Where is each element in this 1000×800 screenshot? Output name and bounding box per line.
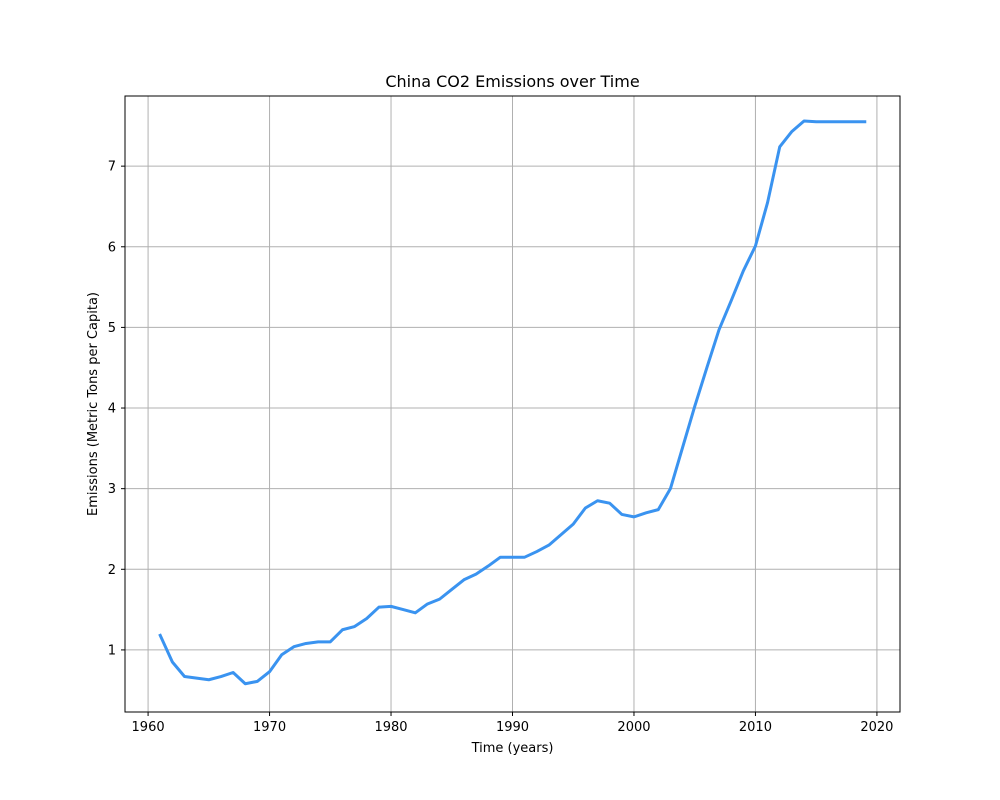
series-line [158, 119, 867, 686]
y-tick-label: 4 [108, 402, 116, 417]
x-axis-label: Time (years) [471, 741, 554, 756]
y-tick-label: 5 [108, 321, 116, 336]
y-tick-label: 3 [108, 482, 116, 497]
axis-ticks: 1960 1970 1980 1990 2000 2010 2020 1 2 3 4 5 6 7 [108, 160, 894, 735]
y-tick-label: 6 [108, 240, 116, 255]
y-axis-label: Emissions (Metric Tons per Capita) [86, 292, 101, 516]
y-tick-label: 7 [108, 160, 116, 175]
x-tick-label: 2000 [617, 720, 650, 735]
y-tick-label: 1 [108, 643, 116, 658]
x-tick-label: 1970 [253, 720, 286, 735]
chart-title: China CO2 Emissions over Time [385, 72, 639, 91]
series-layer [158, 119, 867, 686]
y-tick-label: 2 [108, 563, 116, 578]
x-tick-label: 1980 [374, 720, 407, 735]
x-tick-label: 1990 [496, 720, 529, 735]
x-tick-label: 1960 [132, 720, 165, 735]
x-tick-label: 2010 [739, 720, 772, 735]
grid-lines [125, 96, 900, 712]
x-tick-label: 2020 [860, 720, 893, 735]
